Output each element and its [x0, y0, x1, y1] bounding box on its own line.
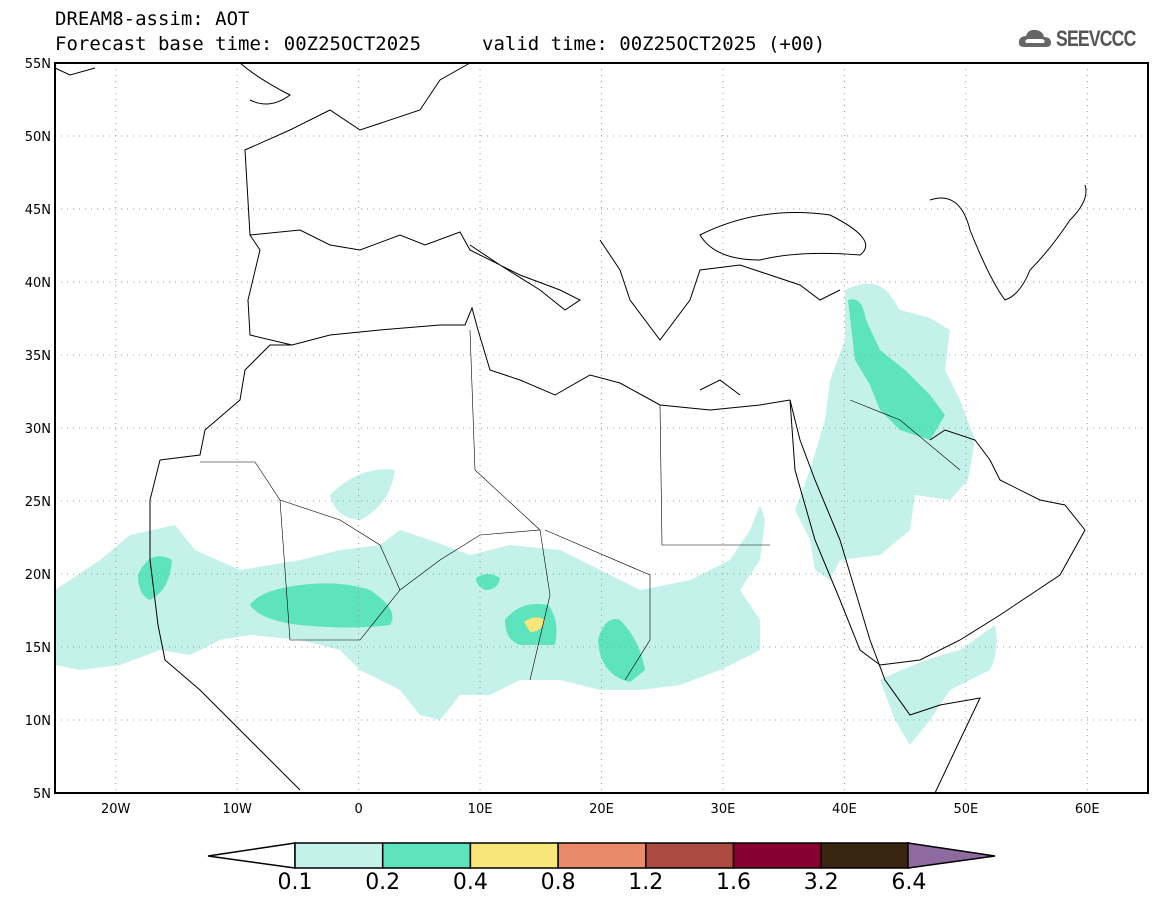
- colorbar-box: [469, 842, 559, 869]
- lat-label: 5N: [33, 787, 51, 802]
- colorbar-label: 0.8: [540, 870, 576, 895]
- lat-label: 10N: [25, 714, 51, 729]
- colorbar-box: [820, 842, 910, 869]
- colorbar-label: 1.6: [716, 870, 751, 895]
- lon-label: 10E: [468, 802, 493, 817]
- colorbar: [207, 842, 996, 869]
- seevccc-logo: SEEVCCC: [1018, 26, 1155, 52]
- aot-area-niger: [476, 574, 500, 590]
- lat-label: 20N: [25, 568, 51, 583]
- colorbar-label: 6.4: [891, 870, 927, 895]
- lon-label: 40E: [832, 802, 857, 817]
- aot-area-yellow: [524, 617, 545, 632]
- base-time: Forecast base time: 00Z25OCT2025: [55, 33, 422, 55]
- lon-label: 20E: [589, 802, 614, 817]
- colorbar-label: 0.1: [277, 870, 313, 895]
- aot-shading: [55, 283, 997, 745]
- aot-area-iraq: [848, 299, 945, 440]
- colorbar-label: 3.2: [803, 870, 839, 895]
- lat-label: 45N: [25, 203, 51, 218]
- colorbar-label: 0.4: [452, 870, 488, 895]
- lat-label: 35N: [25, 349, 51, 364]
- colorbar-underflow: [207, 842, 296, 869]
- colorbar-box: [294, 842, 384, 869]
- graticule: [55, 63, 1148, 793]
- aot-area-arabia: [795, 283, 975, 580]
- cloud-icon: [1018, 29, 1051, 47]
- colorbar-label: 1.2: [628, 870, 664, 895]
- lat-label: 40N: [25, 276, 51, 291]
- lat-label: 15N: [25, 641, 51, 656]
- colorbar-box: [732, 842, 822, 869]
- aot-area-mauritania: [138, 556, 172, 600]
- lon-label: 50E: [953, 802, 978, 817]
- logo-text: SEEVCCC: [1056, 26, 1136, 51]
- lat-label: 30N: [25, 422, 51, 437]
- aot-area-yemen: [880, 625, 997, 745]
- colorbar-overflow: [907, 842, 996, 869]
- lon-label: 10W: [222, 802, 252, 817]
- lon-label: 20W: [101, 802, 131, 817]
- coastlines: [54, 62, 1087, 794]
- borders: [200, 329, 961, 681]
- lon-label: 0: [354, 802, 362, 817]
- lat-label: 50N: [25, 130, 51, 145]
- lon-label: 30E: [711, 802, 736, 817]
- colorbar-box: [645, 842, 735, 869]
- aot-area-west-africa: [55, 505, 765, 720]
- colorbar-box: [381, 842, 472, 869]
- map-frame: [54, 62, 1149, 794]
- colorbar-box: [557, 842, 647, 869]
- map-title: DREAM8-assim: AOT: [55, 8, 250, 30]
- aot-area-mali: [250, 583, 393, 628]
- lat-label: 55N: [25, 57, 51, 72]
- valid-time: valid time: 00Z25OCT2025 (+00): [482, 33, 826, 55]
- lon-label: 60E: [1075, 802, 1100, 817]
- colorbar-label: 0.2: [365, 870, 401, 895]
- aot-area-sahara: [330, 469, 395, 520]
- lat-label: 25N: [25, 495, 51, 510]
